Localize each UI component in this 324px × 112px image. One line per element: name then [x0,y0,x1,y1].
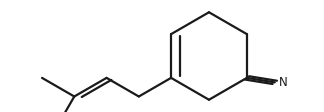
Text: N: N [279,76,287,89]
